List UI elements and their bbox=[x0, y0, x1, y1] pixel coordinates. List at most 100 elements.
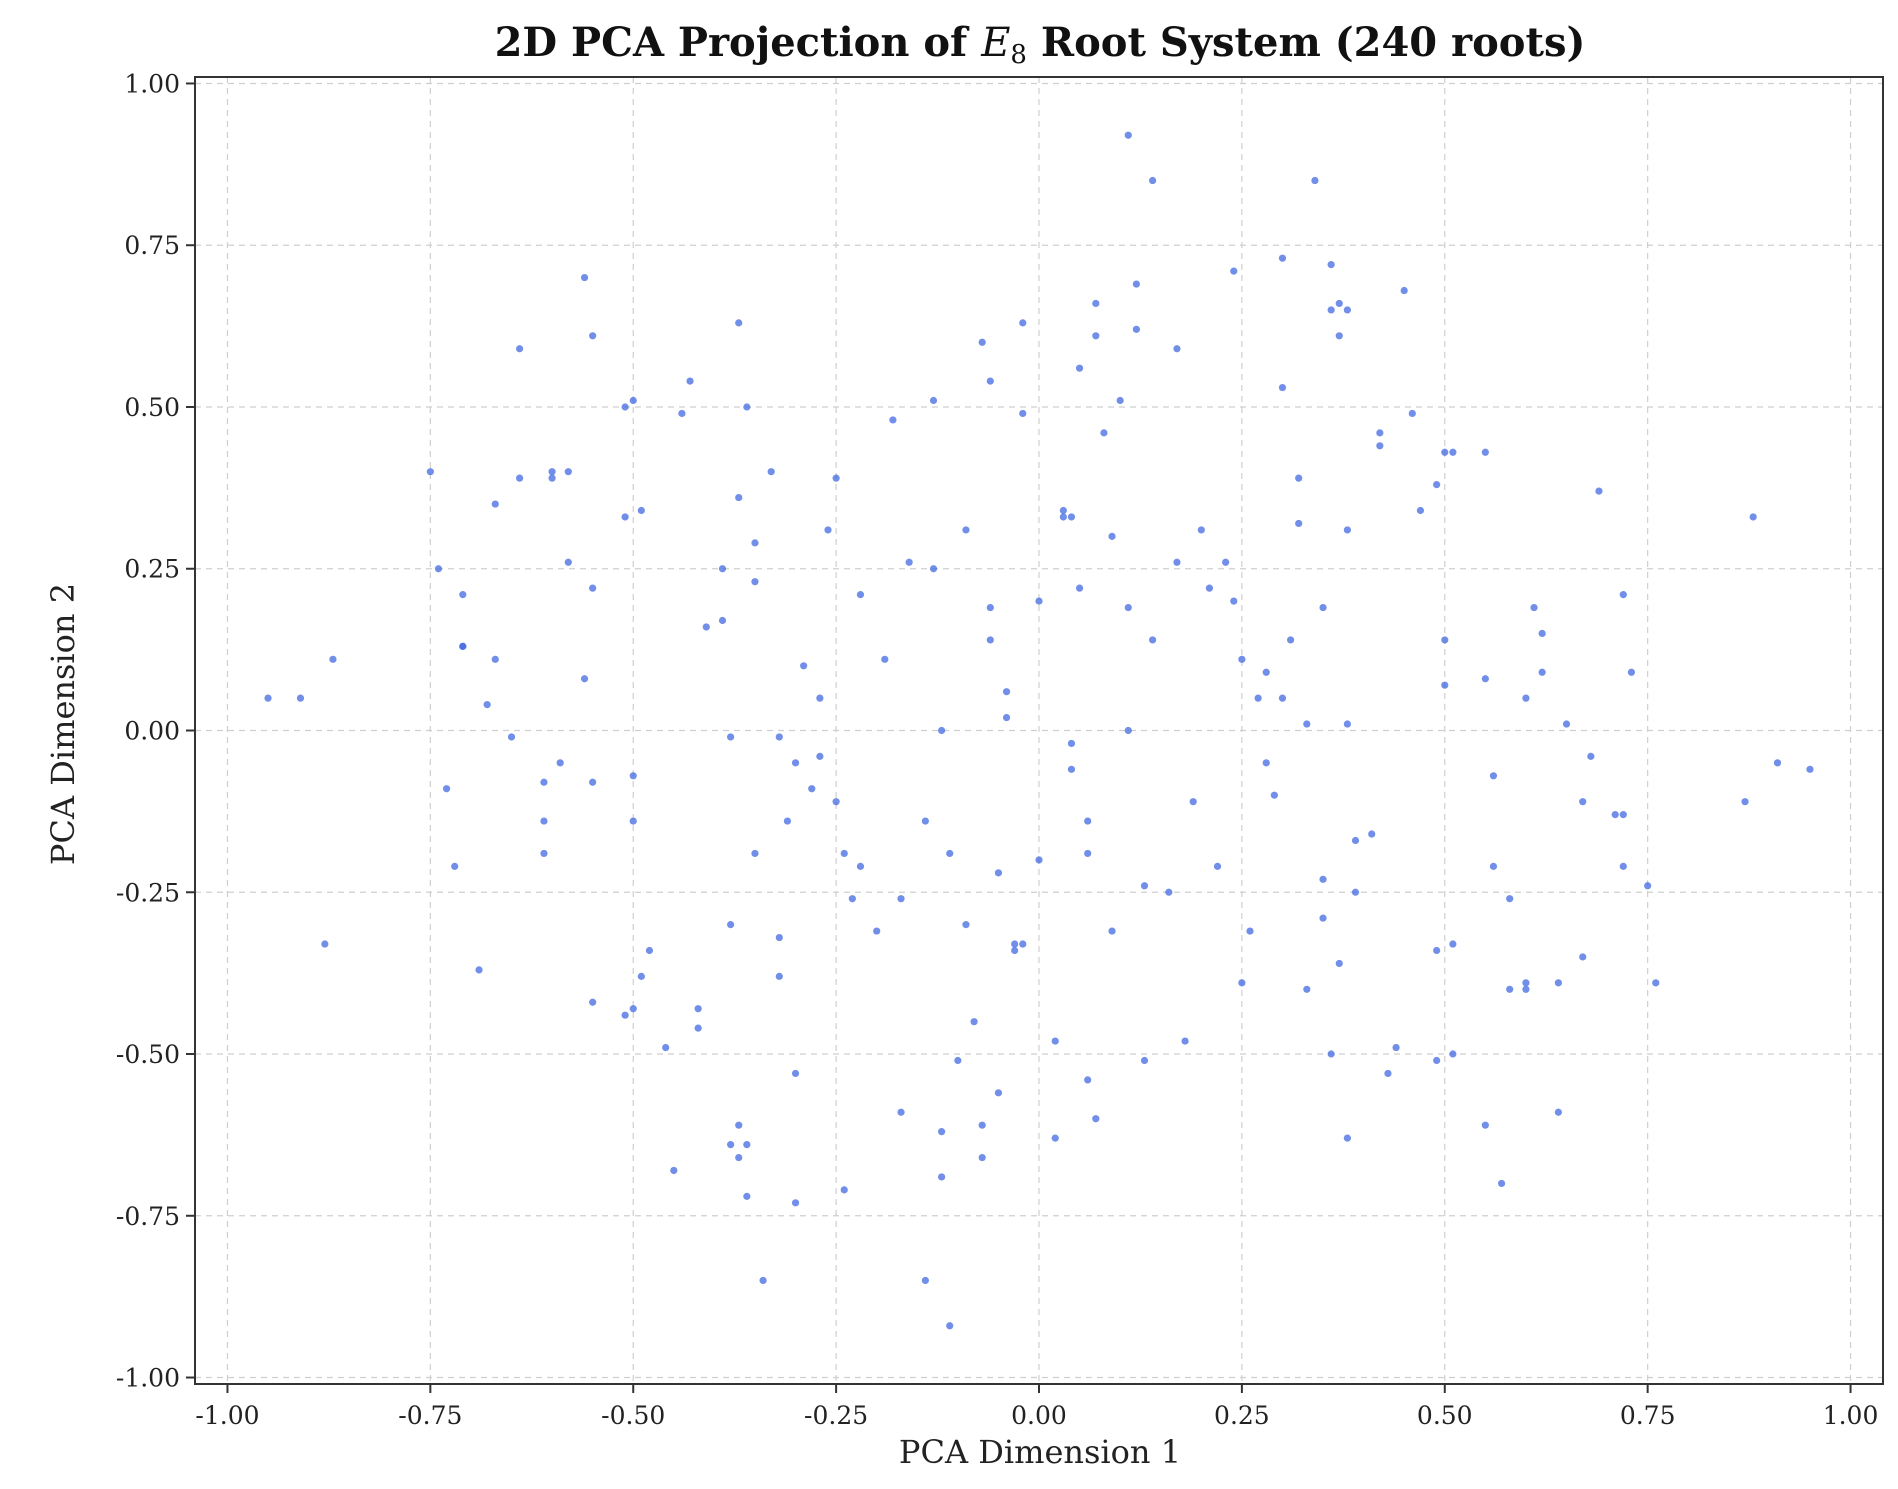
data-point bbox=[516, 345, 524, 353]
x-tick-label: 1.00 bbox=[1823, 1401, 1879, 1430]
data-point bbox=[775, 933, 783, 942]
data-point bbox=[1343, 526, 1351, 534]
data-point bbox=[1327, 306, 1335, 314]
y-tick-label: 1.00 bbox=[124, 69, 180, 98]
data-point bbox=[1084, 849, 1092, 858]
data-point bbox=[718, 565, 727, 573]
data-point bbox=[816, 752, 824, 760]
data-point bbox=[426, 468, 434, 476]
data-point bbox=[694, 1024, 702, 1032]
data-point bbox=[816, 694, 824, 702]
data-point bbox=[483, 701, 491, 709]
data-point bbox=[832, 798, 840, 806]
data-point bbox=[1108, 532, 1116, 540]
data-point bbox=[1278, 694, 1287, 702]
data-point bbox=[1449, 448, 1457, 456]
data-point bbox=[491, 655, 499, 663]
data-point bbox=[1011, 940, 1019, 948]
data-point bbox=[840, 849, 848, 858]
x-tick-label: -1.00 bbox=[195, 1401, 259, 1430]
data-point bbox=[1084, 817, 1092, 825]
data-point bbox=[735, 493, 743, 502]
data-point bbox=[451, 862, 459, 870]
data-point bbox=[1311, 176, 1319, 185]
data-point bbox=[986, 603, 994, 612]
data-point bbox=[800, 662, 808, 670]
data-point bbox=[1554, 1108, 1562, 1116]
chart-title-prefix: 2D PCA Projection of bbox=[495, 19, 982, 66]
data-point bbox=[1059, 506, 1067, 515]
data-point bbox=[978, 1121, 986, 1129]
data-point bbox=[1522, 985, 1530, 993]
data-point bbox=[881, 655, 889, 663]
data-point bbox=[1327, 1050, 1335, 1058]
data-point bbox=[1327, 261, 1335, 269]
data-point bbox=[994, 869, 1003, 877]
data-point bbox=[751, 578, 759, 586]
data-point bbox=[1489, 862, 1498, 870]
data-point bbox=[1481, 675, 1489, 683]
data-point bbox=[1075, 584, 1084, 592]
x-tick-label: 0.00 bbox=[1011, 1401, 1067, 1430]
data-point bbox=[1441, 448, 1449, 456]
data-point bbox=[1173, 558, 1181, 566]
data-point bbox=[1286, 636, 1295, 644]
data-point bbox=[889, 416, 897, 424]
data-point bbox=[1376, 429, 1384, 437]
x-tick-label: 0.75 bbox=[1620, 1401, 1676, 1430]
data-point bbox=[1579, 953, 1587, 961]
data-point bbox=[897, 895, 905, 903]
data-point bbox=[296, 694, 305, 702]
data-point bbox=[824, 526, 832, 534]
data-point bbox=[929, 396, 938, 405]
data-point bbox=[1433, 1056, 1441, 1065]
x-tick-label: -0.75 bbox=[398, 1401, 462, 1430]
chart-title-symbol: E bbox=[980, 20, 1010, 66]
data-point bbox=[1611, 811, 1619, 819]
data-point bbox=[1238, 655, 1246, 663]
data-point bbox=[1132, 280, 1140, 288]
data-point bbox=[629, 396, 637, 405]
data-point bbox=[589, 998, 597, 1006]
data-point bbox=[1652, 979, 1660, 987]
data-point bbox=[580, 273, 589, 282]
data-point bbox=[1538, 668, 1546, 676]
data-point bbox=[516, 474, 524, 482]
data-point bbox=[540, 778, 548, 786]
data-point bbox=[735, 1153, 743, 1162]
data-point bbox=[1149, 636, 1157, 644]
x-tick-label: -0.25 bbox=[804, 1401, 868, 1430]
data-point bbox=[1189, 798, 1197, 806]
data-point bbox=[921, 817, 929, 825]
data-point bbox=[1222, 558, 1230, 566]
data-point bbox=[1116, 396, 1124, 405]
data-point bbox=[1595, 487, 1603, 495]
data-point bbox=[621, 403, 629, 411]
data-point bbox=[1497, 1179, 1506, 1188]
data-point bbox=[507, 733, 516, 741]
data-point bbox=[1384, 1069, 1392, 1078]
data-point bbox=[962, 526, 970, 534]
data-point bbox=[767, 468, 775, 476]
data-point bbox=[1749, 513, 1757, 521]
data-point bbox=[1506, 895, 1514, 903]
data-point bbox=[962, 921, 970, 929]
data-point bbox=[1230, 597, 1238, 605]
data-point bbox=[1092, 299, 1100, 308]
data-point bbox=[856, 862, 865, 870]
data-point bbox=[1619, 811, 1627, 819]
y-tick-label: 0.50 bbox=[124, 393, 180, 422]
data-point bbox=[564, 558, 572, 566]
data-point bbox=[946, 849, 954, 858]
data-point bbox=[1538, 629, 1546, 638]
data-point bbox=[1124, 726, 1132, 735]
data-point bbox=[1035, 856, 1043, 864]
data-point bbox=[1262, 759, 1270, 767]
data-point bbox=[1481, 448, 1489, 456]
data-point bbox=[1149, 176, 1157, 185]
data-point bbox=[1522, 694, 1530, 702]
data-point bbox=[775, 972, 783, 980]
data-point bbox=[1197, 526, 1205, 534]
data-point bbox=[1433, 946, 1441, 955]
data-point bbox=[1132, 325, 1140, 333]
